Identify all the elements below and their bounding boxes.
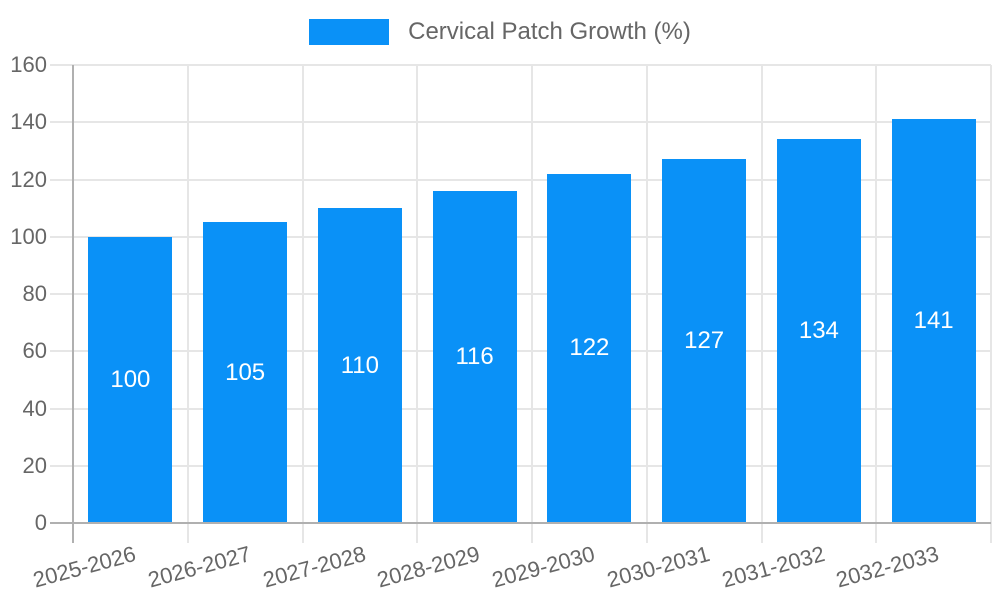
h-gridline	[50, 121, 991, 124]
bar[interactable]	[776, 139, 861, 523]
bar-value-label: 116	[455, 342, 494, 370]
h-gridline	[50, 64, 991, 66]
bar-value-label: 110	[340, 351, 379, 379]
x-axis-line	[50, 522, 991, 524]
bar-value-label: 100	[110, 365, 151, 393]
bar[interactable]	[203, 222, 288, 523]
v-gridline	[760, 65, 763, 543]
v-gridline	[416, 65, 419, 543]
y-tick-label: 140	[10, 109, 47, 135]
bar-value-label: 105	[225, 358, 266, 386]
x-tick-label: 2030-2031	[604, 541, 713, 593]
bar-value-label: 122	[569, 334, 610, 362]
x-tick-label: 2029-2030	[489, 541, 598, 593]
bar-value-label: 134	[798, 317, 839, 345]
h-gridline	[50, 350, 991, 353]
v-gridline	[875, 65, 878, 543]
y-tick-label: 60	[22, 338, 47, 364]
x-tick-label: 2025-2026	[30, 541, 139, 593]
bar[interactable]	[547, 173, 632, 523]
bar-value-label: 127	[684, 327, 725, 355]
y-tick-label: 0	[34, 510, 47, 535]
bar[interactable]	[891, 119, 976, 523]
legend[interactable]: Cervical Patch Growth (%)	[0, 19, 1000, 45]
bar[interactable]	[88, 236, 173, 523]
h-gridline	[50, 464, 991, 467]
bar[interactable]	[432, 190, 517, 523]
h-gridline	[50, 293, 991, 295]
y-tick-label: 20	[22, 452, 47, 478]
x-tick-label: 2031-2032	[718, 541, 828, 593]
x-tick-label: 2028-2029	[374, 541, 483, 593]
legend-swatch	[309, 19, 390, 45]
y-axis-line	[72, 65, 74, 543]
v-gridline	[301, 65, 304, 543]
v-gridline	[186, 65, 189, 543]
bar[interactable]	[662, 159, 747, 523]
bar[interactable]	[317, 208, 402, 523]
v-gridline	[990, 65, 992, 543]
x-tick-label: 2032-2033	[833, 541, 942, 593]
h-gridline	[50, 178, 991, 181]
x-tick-label: 2026-2027	[145, 541, 254, 593]
v-gridline	[531, 65, 533, 543]
x-tick-label: 2027-2028	[259, 541, 369, 593]
h-gridline	[50, 235, 991, 238]
h-gridline	[50, 407, 991, 410]
y-tick-label: 100	[10, 223, 47, 249]
bar-value-label: 141	[913, 307, 954, 335]
y-tick-label: 80	[22, 281, 47, 306]
y-tick-label: 160	[10, 52, 47, 77]
y-tick-label: 120	[10, 166, 47, 192]
y-tick-label: 40	[22, 395, 47, 421]
legend-label: Cervical Patch Growth (%)	[408, 18, 691, 45]
v-gridline	[645, 65, 648, 543]
